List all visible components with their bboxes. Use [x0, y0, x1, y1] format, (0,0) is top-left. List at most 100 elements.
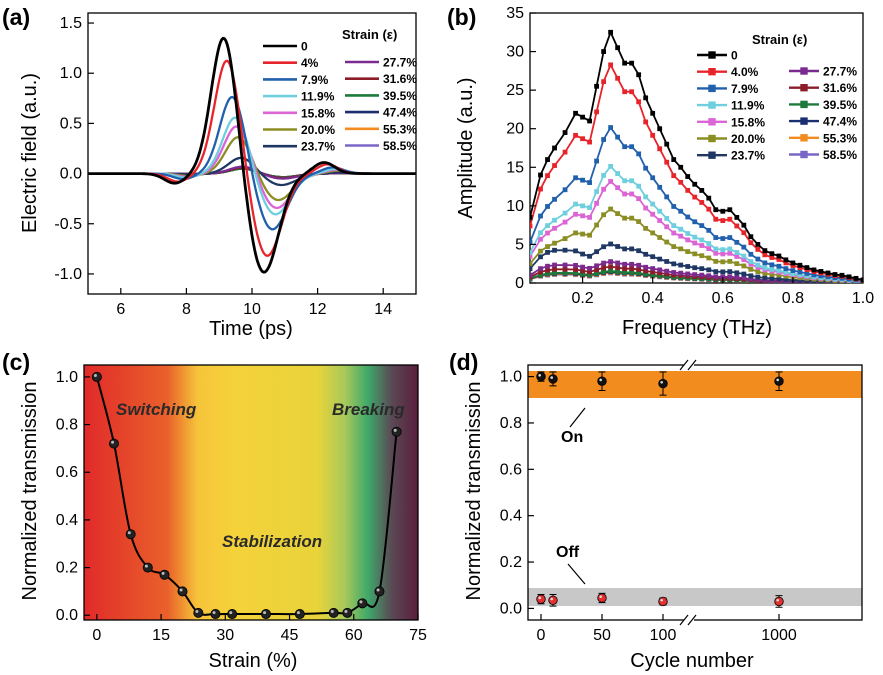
panel-c-ytick: 0.0 [56, 607, 78, 624]
panel-b-point [678, 263, 683, 268]
panel-b-point [692, 235, 697, 240]
panel-b-point [643, 252, 648, 257]
panel-b-point [762, 266, 767, 271]
panel-a-legend-label: 47.4% [383, 106, 417, 120]
panel-b-point [587, 140, 592, 145]
panel-c-point-highlight [111, 441, 114, 444]
panel-c-point [194, 608, 203, 617]
panel-b-point [798, 263, 803, 268]
panel-b-point [563, 248, 568, 253]
panel-b-point [615, 265, 620, 270]
panel-a-legend-label: 58.5% [383, 139, 417, 153]
annotation-on: On [561, 429, 583, 446]
panel-d-point [598, 377, 607, 386]
panel-b-point [622, 144, 627, 149]
panel-b-point [608, 30, 613, 35]
panel-a-label: (a) [2, 4, 30, 30]
panel-b-point [594, 263, 599, 268]
panel-b-point [727, 217, 732, 222]
panel-d-point-highlight [538, 597, 541, 600]
panel-b-point [552, 146, 557, 151]
panel-c-xtick: 45 [281, 627, 299, 644]
panel-b-point [601, 173, 606, 178]
panel-b-point [840, 273, 845, 278]
panel-b-point [629, 192, 634, 197]
panel-b-point [854, 276, 859, 281]
panel-b-point [643, 166, 648, 171]
panel-b-point [563, 220, 568, 225]
panel-b-legend-label: 20.0% [731, 132, 765, 146]
panel-b-point [601, 49, 606, 54]
panel-b-point [601, 187, 606, 192]
panel-c-point [92, 372, 101, 381]
panel-b-point [528, 261, 533, 266]
panel-b-legend-label: 11.9% [731, 99, 765, 113]
panel-b-legend-marker [709, 69, 715, 75]
panel-b-xtick: 0.8 [782, 290, 804, 307]
panel-b-point [727, 274, 732, 279]
panel-b-point [798, 270, 803, 275]
region-switching: Switching [116, 400, 197, 419]
panel-c-ytick: 0.6 [56, 464, 78, 481]
panel-b-ytick: 5 [515, 236, 524, 253]
panel-b-point [720, 236, 725, 241]
panel-c-ytick: 1.0 [56, 369, 78, 386]
panel-b-point [699, 223, 704, 228]
panel-a-legend-title: Strain (ε) [342, 27, 397, 42]
panel-b-point [594, 189, 599, 194]
panel-b-point [587, 266, 592, 271]
panel-b-point [636, 72, 641, 77]
panel-b-point [720, 209, 725, 214]
panel-b-point [650, 202, 655, 207]
panel-b-point [538, 214, 543, 219]
panel-b-point [608, 125, 613, 130]
panel-b-point [741, 254, 746, 259]
panel-b-point [699, 266, 704, 271]
panel-b-point [685, 272, 690, 277]
panel-b-point [552, 248, 557, 253]
panel-a-ytick: -0.5 [54, 216, 82, 233]
panel-b-legend-label: 0 [731, 49, 738, 63]
panel-a: (a) 6 8 10 12 14 1.5 1.0 0.5 0.0 -0.5 -1.0 Time (p… [2, 4, 417, 340]
panel-b-point [812, 267, 817, 272]
panel-c-xtick: 15 [152, 627, 170, 644]
panel-b-point [528, 273, 533, 278]
panel-b-point [748, 267, 753, 272]
panel-b-point [622, 192, 627, 197]
panel-b-legend-label: 58.5% [823, 148, 857, 162]
panel-d-point [659, 597, 668, 606]
panel-b-point [706, 273, 711, 278]
panel-b-point [748, 252, 753, 257]
panel-b-point [636, 99, 641, 104]
panel-c-point [143, 563, 152, 572]
annotation-off-arrow [568, 564, 585, 584]
panel-b-point [657, 126, 662, 131]
panel-b-series-1 [528, 62, 866, 282]
panel-c-point-highlight [162, 572, 165, 575]
panel-d-frame [528, 365, 862, 620]
panel-b-point [580, 232, 585, 237]
panel-c-ylabel: Normalized transmission [19, 382, 41, 601]
panel-b-point [692, 182, 697, 187]
panel-b-point [629, 266, 634, 271]
panel-b-label: (b) [447, 4, 476, 30]
panel-d-ytick: 0.2 [500, 554, 522, 571]
panel-b-point [664, 269, 669, 274]
panel-b-point [685, 249, 690, 254]
panel-c-point-highlight [263, 611, 266, 614]
panel-b-point [734, 224, 739, 229]
panel-c-point-highlight [128, 531, 131, 534]
panel-c-point-highlight [94, 374, 97, 377]
panel-c-point-highlight [145, 565, 148, 568]
panel-b-point [678, 246, 683, 251]
panel-b-point [699, 238, 704, 243]
panel-b-point [608, 269, 613, 274]
panel-b-point [601, 79, 606, 84]
panel-b-point [671, 223, 676, 228]
panel-c-point-highlight [359, 600, 362, 603]
panel-b-point [720, 269, 725, 274]
panel-d-point [537, 595, 546, 604]
panel-b-point [622, 216, 627, 221]
panel-b-point [692, 195, 697, 200]
panel-b-point [727, 259, 732, 264]
